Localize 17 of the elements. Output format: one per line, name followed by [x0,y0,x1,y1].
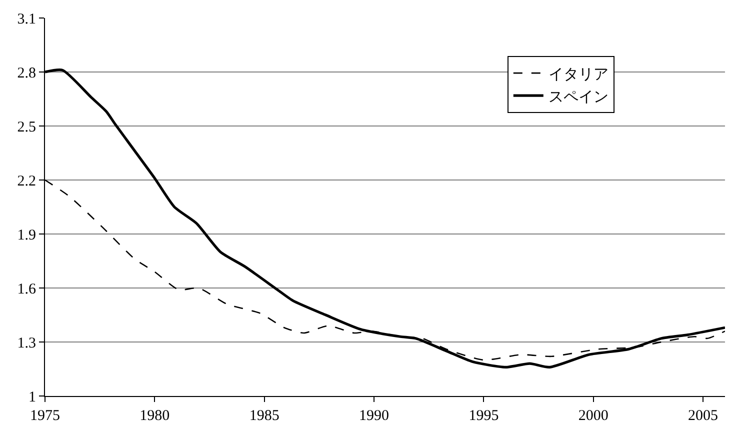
y-tick-label: 2.5 [17,119,36,136]
y-tick-label: 1.3 [17,335,36,352]
y-tick-label: 1 [28,389,36,406]
x-tick-label: 1975 [30,408,60,424]
y-tick-label: 1.9 [17,227,36,244]
x-tick-label: 1990 [359,408,390,424]
y-tick-label: 3.1 [17,11,36,28]
legend-label: イタリア [548,64,608,83]
x-tick-label: 1985 [249,408,280,424]
x-tick-label: 1980 [140,408,170,424]
x-tick-label: 2000 [578,408,608,424]
x-tick-label: 2005 [688,408,718,424]
y-tick-label: 2.2 [17,173,36,190]
y-tick-label: 2.8 [17,65,36,82]
legend-label: スペイン [548,87,608,106]
y-tick-label: 1.6 [17,281,36,298]
x-tick-label: 1995 [468,408,499,424]
